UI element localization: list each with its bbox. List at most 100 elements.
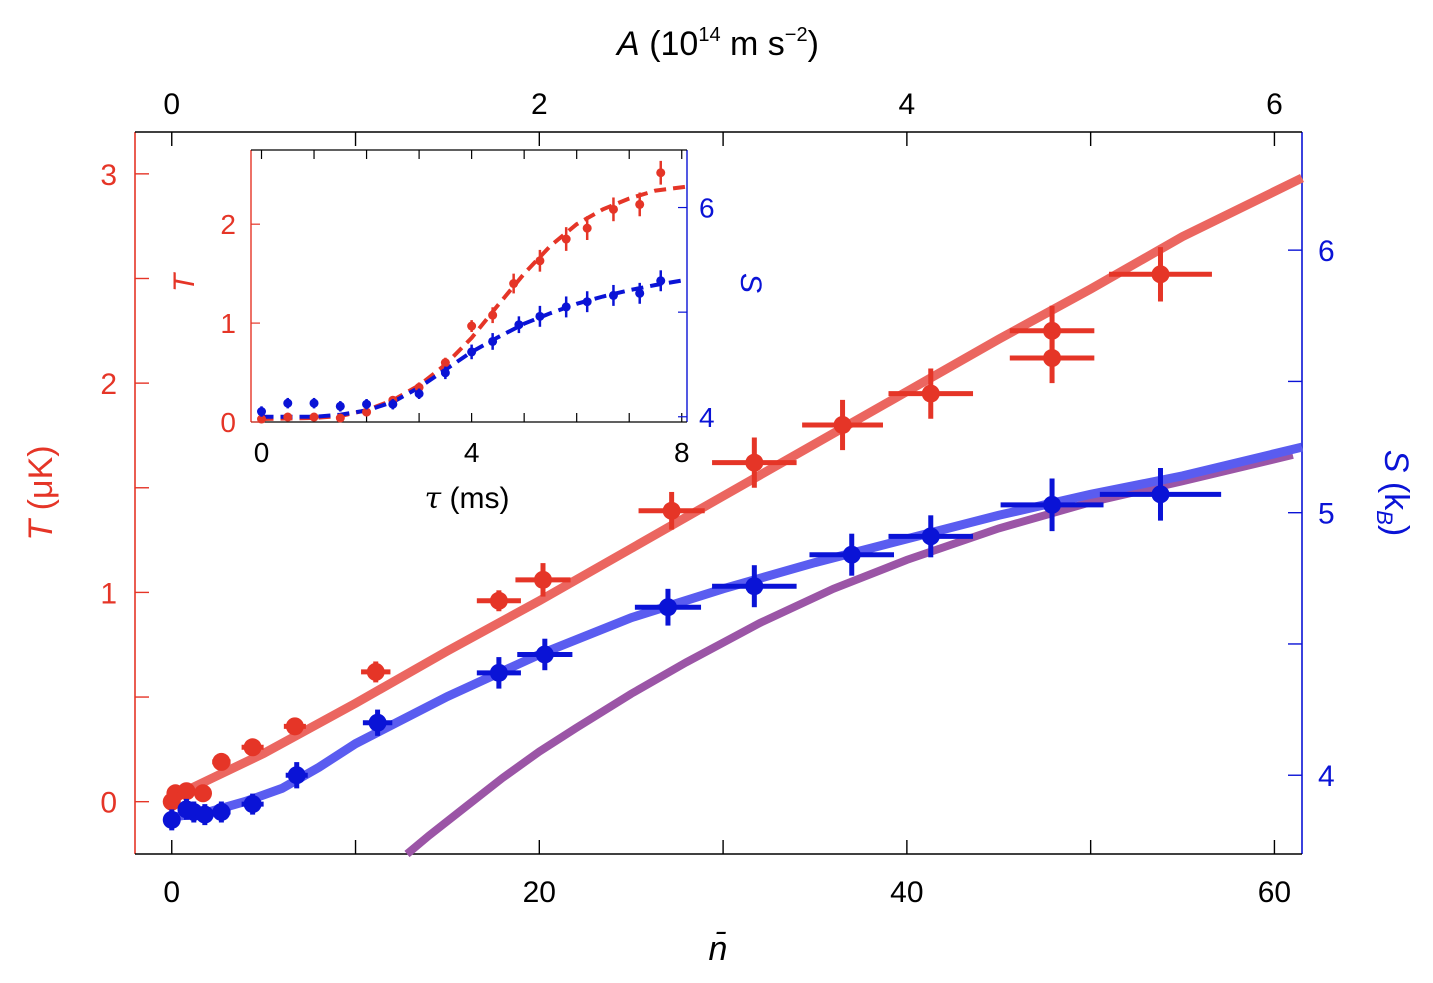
inset-entropy-point: [283, 397, 293, 409]
temperature-point-marker: [193, 784, 212, 803]
inset-temperature-point-marker: [656, 168, 666, 178]
temperature-point-marker: [745, 453, 764, 472]
left-tick-label: 3: [100, 159, 117, 192]
entropy-point: [162, 809, 181, 831]
temperature-point-marker: [1151, 265, 1170, 284]
right-axis-label: S (kB): [1372, 450, 1415, 536]
inset-temperature-point: [608, 197, 618, 222]
temperature-point: [476, 590, 521, 612]
inset-temperature-point: [488, 307, 498, 324]
temperature-point: [212, 752, 231, 771]
inset-temperature-point-marker: [283, 412, 293, 422]
inset-entropy-point-marker: [335, 401, 345, 411]
inset-temperature-point: [335, 413, 345, 423]
entropy-point: [195, 804, 214, 826]
entropy-point-marker: [658, 598, 677, 617]
right-tick-labels: 4 5 6: [1318, 235, 1335, 793]
inset-temperature-point: [440, 357, 450, 368]
left-tick-label: 0: [100, 787, 117, 820]
inset-temperature-point-marker: [335, 413, 345, 423]
main-frame: [134, 131, 1303, 855]
temperature-point: [361, 661, 391, 683]
top-tick-label: 6: [1266, 88, 1283, 121]
main-points: [162, 247, 1222, 831]
inset-temperature-point-marker: [488, 310, 498, 320]
temperature-point-marker: [366, 662, 385, 681]
entropy-point: [476, 657, 521, 689]
entropy-point-marker: [1043, 495, 1062, 514]
inset-entropy-point-marker: [535, 311, 545, 321]
top-tick-label: 4: [899, 88, 916, 121]
inset-entropy-point: [535, 305, 545, 327]
temperature-point: [638, 491, 705, 530]
inset-entropy-point: [514, 316, 524, 334]
inset-left-tick-label: 1: [220, 308, 236, 339]
temperature-point: [193, 784, 212, 803]
inset-temperature-point: [561, 227, 571, 251]
inset-temperature-point: [362, 407, 372, 417]
inset-temperature-point: [509, 273, 519, 294]
entropy-point-marker: [842, 545, 861, 564]
temperature-point-marker: [243, 738, 262, 757]
inset-temperature-point: [635, 192, 645, 217]
inset-temperature-fit-curve: [261, 184, 688, 421]
inset-left-tick-label: 0: [220, 407, 236, 438]
entropy-point: [1099, 468, 1222, 521]
inset-points: [257, 160, 666, 424]
inset-right-tick-labels: 46: [699, 193, 715, 433]
inset-entropy-point-marker: [257, 407, 267, 417]
inset-x-tick-labels: 0 4 8: [254, 437, 690, 468]
x-tick-label: 20: [523, 876, 556, 909]
inset-entropy-point: [656, 270, 666, 292]
temperature-point: [241, 738, 264, 757]
inset-entropy-point: [467, 344, 477, 360]
inset-entropy-point: [362, 398, 372, 410]
entropy-point-marker: [243, 795, 262, 814]
entropy-point: [362, 709, 393, 736]
inset-entropy-point-marker: [561, 302, 571, 312]
inset-x-axis-label: τ (ms): [425, 481, 510, 516]
inset-temperature-point-marker: [635, 199, 645, 209]
inset-left-axis-label: T: [168, 271, 201, 292]
inset-entropy-point: [608, 284, 618, 306]
inset-entropy-point-marker: [608, 290, 618, 300]
inset-temperature-point-marker: [414, 382, 424, 392]
inset-entropy-point: [582, 291, 592, 313]
temperature-point-marker: [533, 570, 552, 589]
inset-temperature-point: [467, 320, 477, 332]
entropy-point: [809, 533, 895, 576]
top-axis-label: A (1014 m s−2): [615, 24, 819, 63]
inset-entropy-point-marker: [440, 368, 450, 378]
entropy-point: [285, 762, 308, 789]
inset-temperature-point: [656, 160, 666, 185]
inset-temperature-point-marker: [535, 256, 545, 266]
entropy-point-marker: [745, 577, 764, 596]
top-tick-label: 2: [531, 88, 548, 121]
inset-entropy-point: [440, 366, 450, 380]
inset-entropy-point-marker: [656, 276, 666, 286]
inset-temperature-point-marker: [608, 204, 618, 214]
inset-right-tick-label: 4: [699, 402, 715, 433]
inset-entropy-point-marker: [388, 399, 398, 409]
x-axis-label: n̄: [709, 930, 728, 968]
inset-temperature-point-marker: [582, 223, 592, 233]
inset-entropy-point-marker: [635, 288, 645, 298]
entropy-point-marker: [489, 663, 508, 682]
temperature-point-marker: [489, 591, 508, 610]
x-tick-label: 40: [890, 876, 923, 909]
temperature-point-marker: [921, 384, 940, 403]
inset-entropy-point: [635, 282, 645, 304]
top-tick-labels: 0 2 4 6: [163, 88, 1282, 121]
entropy-point: [634, 588, 702, 626]
inset-x-tick-label: 4: [464, 437, 480, 468]
temperature-point-marker: [212, 752, 231, 771]
inset-x-tick-label: 8: [674, 437, 690, 468]
temperature-point-marker: [662, 501, 681, 520]
inset-entropy-point-marker: [414, 389, 424, 399]
inset-entropy-point-marker: [514, 320, 524, 330]
inset-entropy-point-marker: [467, 347, 477, 357]
entropy-point: [1000, 478, 1104, 532]
